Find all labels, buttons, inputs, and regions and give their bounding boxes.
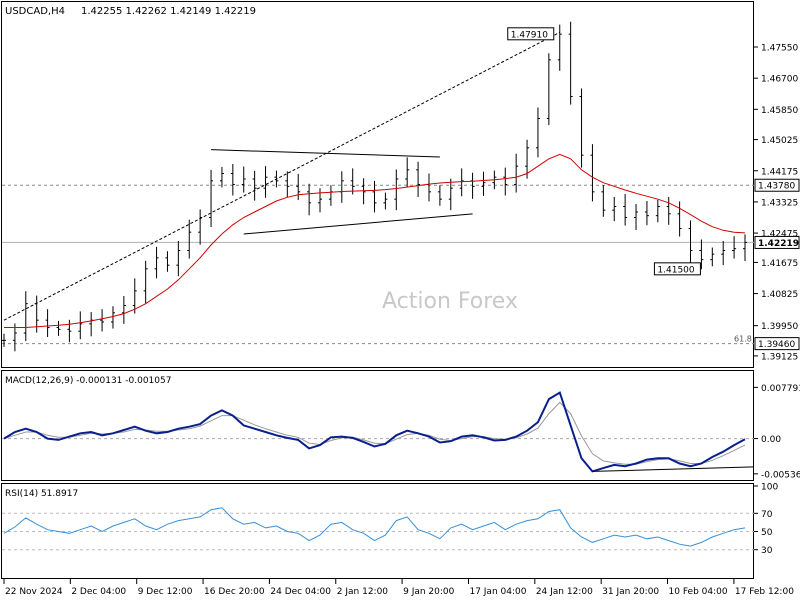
macd-layer: 0.007791 0.00 -0.005367	[2, 384, 800, 480]
level-label-box	[754, 178, 800, 192]
level-label-box	[754, 337, 800, 351]
price-y-tick-label: 1.43325	[761, 198, 798, 208]
macd-panel-frame	[1, 370, 754, 481]
price-y-tick-label: 1.39125	[761, 352, 798, 362]
price-layer: 1.47550 1.46700 1.45850 1.45025 1.44175 1.433…	[2, 21, 800, 362]
price-y-tick-label: 1.41675	[761, 259, 798, 269]
price-panel-frame	[1, 1, 754, 368]
price-y-tick-label: 1.39950	[761, 322, 798, 332]
x-tick-label: 17 Jan 04:00	[469, 587, 526, 597]
price-y-tick-label: 1.40825	[761, 290, 798, 300]
macd-signal-line	[3, 401, 746, 465]
x-tick-label: 17 Feb 12:00	[735, 587, 794, 597]
trough-label: 1.41500	[657, 265, 694, 275]
peak-label-box	[507, 27, 555, 41]
macd-line	[3, 391, 746, 473]
rsi-y-tick-label: 50	[761, 528, 773, 538]
price-y-tick-label: 1.46700	[761, 75, 798, 85]
macd-y-tick-label: 0.007791	[761, 384, 800, 394]
level-label: 1.39460	[758, 340, 795, 350]
trend-line-dotted	[3, 31, 560, 321]
trough-label-box	[653, 262, 701, 276]
chart-header: USDCAD,H4 1.42255 1.42262 1.42149 1.4221…	[5, 6, 256, 17]
macd-trend-line	[592, 466, 755, 472]
macd-y-tick-label: -0.005367	[761, 470, 800, 480]
symbol-label: USDCAD,H4	[5, 6, 65, 17]
x-tick-label: 10 Feb 04:00	[669, 587, 728, 597]
level-label: 1.42219	[758, 239, 799, 249]
x-tick-label: 2 Dec 04:00	[71, 587, 126, 597]
rsi-y-tick-label: 70	[761, 510, 773, 520]
x-tick-label: 24 Dec 04:00	[270, 587, 331, 597]
moving-average-line	[4, 153, 746, 328]
rsi-y-tick-label: 100	[761, 483, 778, 493]
x-axis: 22 Nov 2024 2 Dec 04:00 9 Dec 12:00 16 Dec …	[3, 579, 794, 597]
price-y-tick-label: 1.45025	[761, 136, 798, 146]
price-y-tick-label: 1.42475	[761, 230, 798, 240]
watermark: Action Forex	[382, 289, 518, 314]
rsi-layer: 100 70 50 30	[2, 483, 778, 556]
x-tick-label: 2 Jan 12:00	[337, 587, 389, 597]
ohlc-values: 1.42255 1.42262 1.42149 1.42219	[81, 6, 256, 17]
x-tick-label: 24 Jan 12:00	[536, 587, 593, 597]
x-tick-label: 9 Jan 20:00	[403, 587, 455, 597]
triangle-lower-line	[243, 213, 473, 235]
x-tick-label: 22 Nov 2024	[5, 587, 63, 597]
x-tick-label: 9 Dec 12:00	[138, 587, 193, 597]
macd-y-tick-label: 0.00	[761, 435, 781, 445]
macd-title: MACD(12,26,9) -0.000131 -0.001057	[5, 376, 171, 386]
triangle-upper-line	[211, 149, 440, 158]
rsi-line	[3, 507, 746, 547]
rsi-y-tick-label: 30	[761, 546, 773, 556]
level-label: 1.43780	[758, 182, 795, 192]
price-bars	[2, 21, 747, 352]
panel-frames	[1, 1, 754, 579]
price-y-tick-label: 1.47550	[761, 44, 798, 54]
level-label-box	[754, 235, 800, 249]
price-y-tick-label: 1.44175	[761, 167, 798, 177]
peak-label: 1.47910	[511, 30, 548, 40]
price-y-tick-label: 1.45850	[761, 106, 798, 116]
fib-level-note: 61.8	[734, 335, 752, 344]
x-tick-label: 16 Dec 20:00	[204, 587, 265, 597]
x-tick-label: 31 Jan 20:00	[602, 587, 659, 597]
rsi-title: RSI(14) 51.8917	[5, 489, 78, 499]
